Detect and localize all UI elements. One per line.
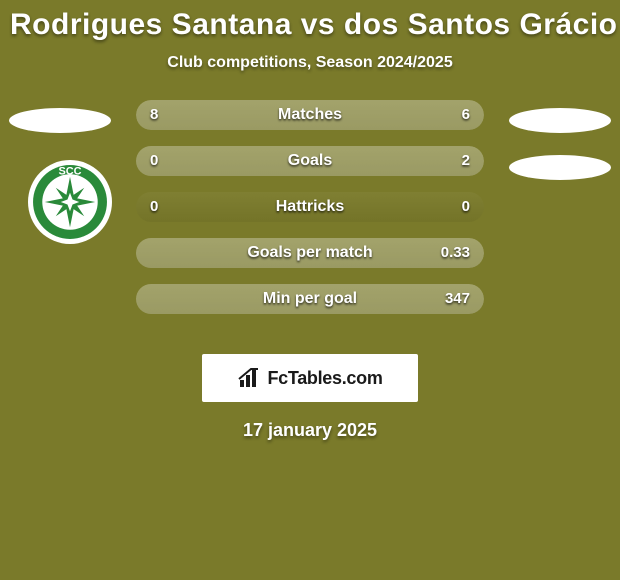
stat-row: 0Hattricks0	[136, 192, 484, 222]
stat-value-right: 0	[462, 192, 470, 222]
player-right-pill-2	[509, 155, 611, 180]
page-title: Rodrigues Santana vs dos Santos Grácio	[0, 4, 620, 44]
stat-value-right: 0.33	[441, 238, 470, 268]
comparison-stage: SCC 8Matches60Goals20Hattricks0Goals per…	[0, 100, 620, 350]
branding-badge[interactable]: FcTables.com	[202, 354, 418, 402]
stat-row: 8Matches6	[136, 100, 484, 130]
stat-value-right: 347	[445, 284, 470, 314]
stat-label: Hattricks	[136, 192, 484, 222]
branding-text: FcTables.com	[267, 368, 382, 389]
subtitle: Club competitions, Season 2024/2025	[0, 54, 620, 72]
stat-label: Goals	[136, 146, 484, 176]
club-crest: SCC	[28, 160, 112, 244]
bar-chart-icon	[237, 366, 261, 390]
snapshot-date: 17 january 2025	[0, 420, 620, 441]
stat-value-right: 6	[462, 100, 470, 130]
stat-rows: 8Matches60Goals20Hattricks0Goals per mat…	[136, 100, 484, 330]
stat-label: Goals per match	[136, 238, 484, 268]
crest-ring-text: SCC	[58, 165, 81, 177]
player-right-pill-1	[509, 108, 611, 133]
stat-label: Matches	[136, 100, 484, 130]
player-left-pill	[9, 108, 111, 133]
stat-value-right: 2	[462, 146, 470, 176]
stat-row: 0Goals2	[136, 146, 484, 176]
stat-row: Goals per match0.33	[136, 238, 484, 268]
stat-row: Min per goal347	[136, 284, 484, 314]
stat-label: Min per goal	[136, 284, 484, 314]
